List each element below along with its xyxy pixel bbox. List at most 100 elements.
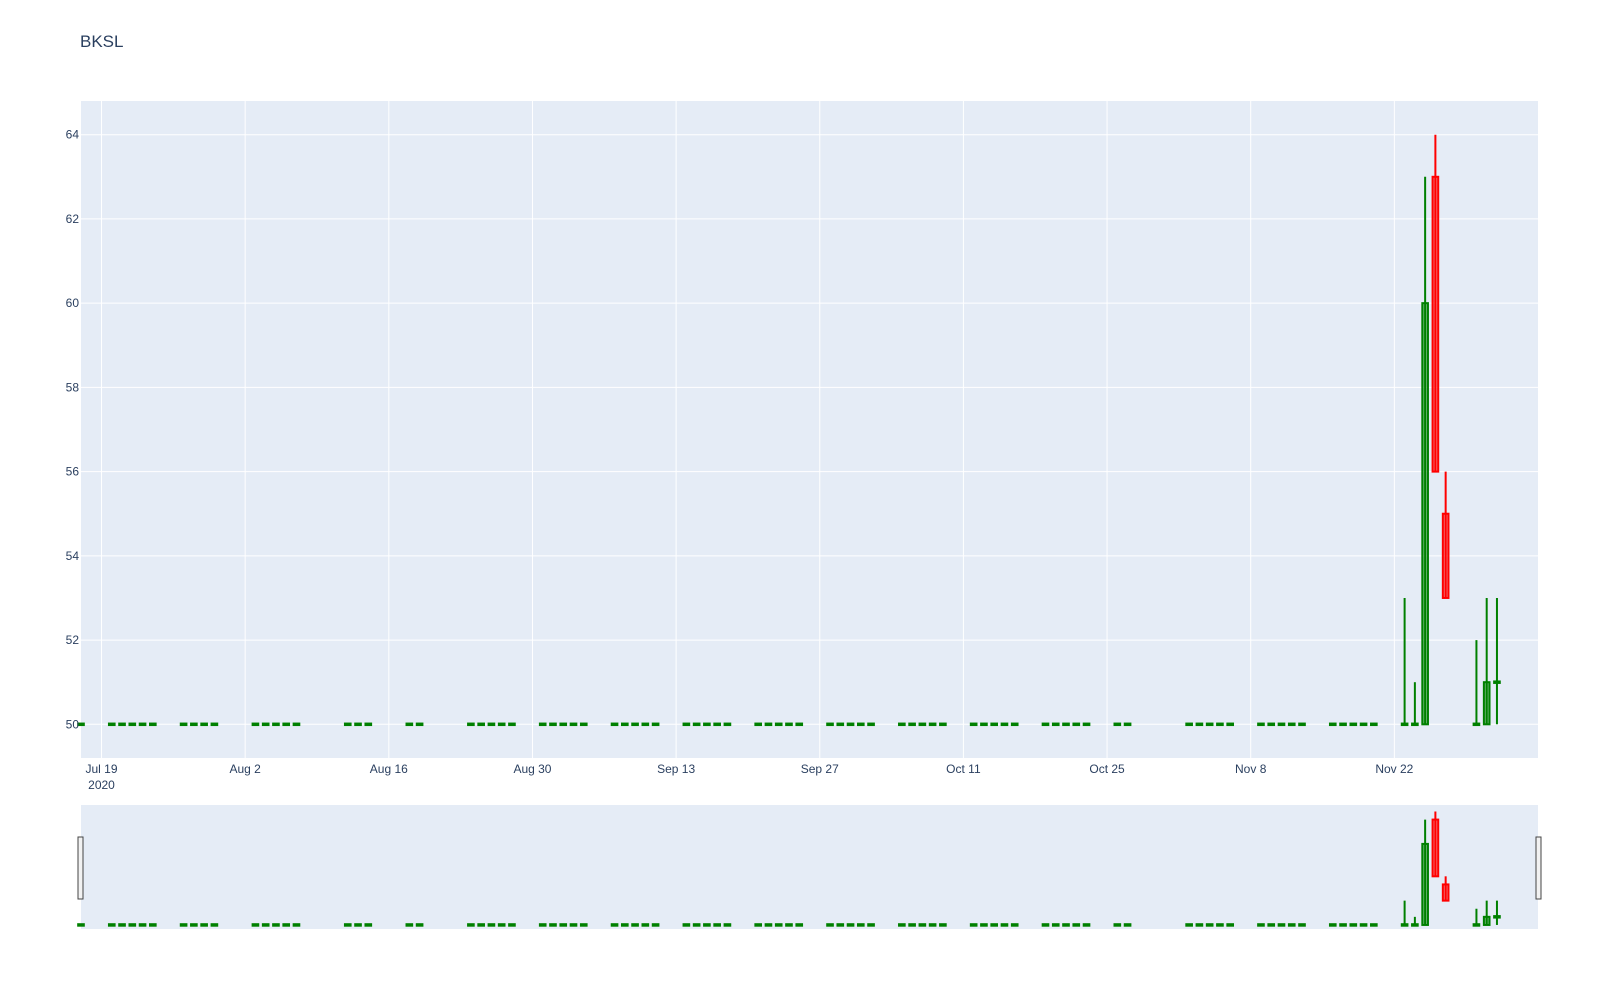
candle-body	[1433, 820, 1439, 877]
y-tick-label: 50	[66, 717, 80, 731]
candle-body	[581, 724, 587, 726]
candle-body	[345, 924, 351, 926]
candle-body	[858, 724, 864, 726]
candle-body	[1063, 924, 1069, 926]
candle-body	[1350, 724, 1356, 726]
candle-body	[1084, 724, 1090, 726]
candle-body	[868, 924, 874, 926]
x-tick-label: Oct 11	[946, 762, 981, 776]
candle-body	[766, 924, 772, 926]
plot-area[interactable]	[81, 101, 1538, 758]
candle-body	[181, 924, 187, 926]
candle-body	[796, 724, 802, 726]
candle-body	[283, 924, 289, 926]
candle-body	[827, 724, 833, 726]
candle-body	[1207, 924, 1213, 926]
candle-body	[622, 724, 628, 726]
candle-body	[1474, 724, 1480, 726]
candle-body	[571, 724, 577, 726]
candle-body	[1268, 924, 1274, 926]
candle-body	[1012, 724, 1018, 726]
candle-body	[550, 924, 556, 926]
candle-body	[684, 724, 690, 726]
candle-body	[150, 724, 156, 726]
candle-body	[212, 724, 218, 726]
y-tick-label: 60	[66, 296, 80, 310]
candle-body	[540, 924, 546, 926]
candle-body	[940, 924, 946, 926]
candle-body	[1484, 682, 1490, 724]
candle-body	[653, 924, 659, 926]
range-slider-left-handle[interactable]	[78, 837, 83, 899]
candle-body	[1330, 924, 1336, 926]
candle-body	[407, 924, 413, 926]
candle-body	[119, 724, 125, 726]
candle-body	[140, 924, 146, 926]
candle-body	[273, 924, 279, 926]
range-slider-right-handle[interactable]	[1536, 837, 1541, 899]
candle-body	[1289, 724, 1295, 726]
candle-body	[129, 924, 135, 926]
candle-body	[253, 924, 259, 926]
candle-body	[1197, 724, 1203, 726]
candle-body	[509, 924, 515, 926]
candle-body	[848, 924, 854, 926]
candle-body	[1125, 724, 1131, 726]
candle-body	[755, 924, 761, 926]
candle-body	[365, 924, 371, 926]
candle-body	[1443, 884, 1449, 900]
candle-body	[509, 724, 515, 726]
candle-body	[643, 724, 649, 726]
candle-body	[714, 924, 720, 926]
candle-body	[899, 724, 905, 726]
candle-body	[920, 724, 926, 726]
candle-body	[971, 724, 977, 726]
candle-body	[1114, 724, 1120, 726]
y-tick-label: 62	[66, 212, 80, 226]
candle-body	[868, 724, 874, 726]
x-tick-label: Jul 19	[86, 762, 118, 776]
candle-body	[263, 924, 269, 926]
candle-body	[355, 724, 361, 726]
candle-body	[1340, 724, 1346, 726]
candle-body	[1371, 924, 1377, 926]
x-tick-label: Sep 13	[657, 762, 695, 776]
candle-body	[1207, 724, 1213, 726]
candle-body	[1073, 724, 1079, 726]
candle-body	[1002, 724, 1008, 726]
candle-body	[848, 724, 854, 726]
range-slider[interactable]	[81, 805, 1538, 929]
candle-body	[1012, 924, 1018, 926]
y-tick-label: 54	[66, 549, 80, 563]
candle-body	[1422, 303, 1428, 724]
y-tick-label: 64	[66, 128, 80, 142]
candle-body	[909, 924, 915, 926]
x-tick-label: Nov 8	[1235, 762, 1267, 776]
candle-body	[489, 724, 495, 726]
candle-body	[1443, 514, 1449, 598]
x-tick-label: Sep 27	[801, 762, 839, 776]
candle-body	[622, 924, 628, 926]
candle-body	[940, 724, 946, 726]
candle-body	[560, 724, 566, 726]
y-axis-ticks: 5052545658606264	[66, 128, 80, 732]
candle-body	[581, 924, 587, 926]
candle-body	[1484, 917, 1490, 925]
candle-body	[191, 924, 197, 926]
candle-body	[201, 724, 207, 726]
x-tick-year-label: 2020	[88, 778, 115, 792]
candle-body	[1279, 724, 1285, 726]
candle-body	[78, 924, 84, 926]
candle-body	[643, 924, 649, 926]
candle-body	[1063, 724, 1069, 726]
x-tick-label: Nov 22	[1375, 762, 1413, 776]
candle-body	[1053, 724, 1059, 726]
candle-body	[1258, 924, 1264, 926]
candle-body	[212, 924, 218, 926]
candle-body	[1073, 924, 1079, 926]
chart-title: BKSL	[80, 32, 123, 52]
candle-body	[181, 724, 187, 726]
candle-body	[991, 924, 997, 926]
candle-body	[653, 724, 659, 726]
